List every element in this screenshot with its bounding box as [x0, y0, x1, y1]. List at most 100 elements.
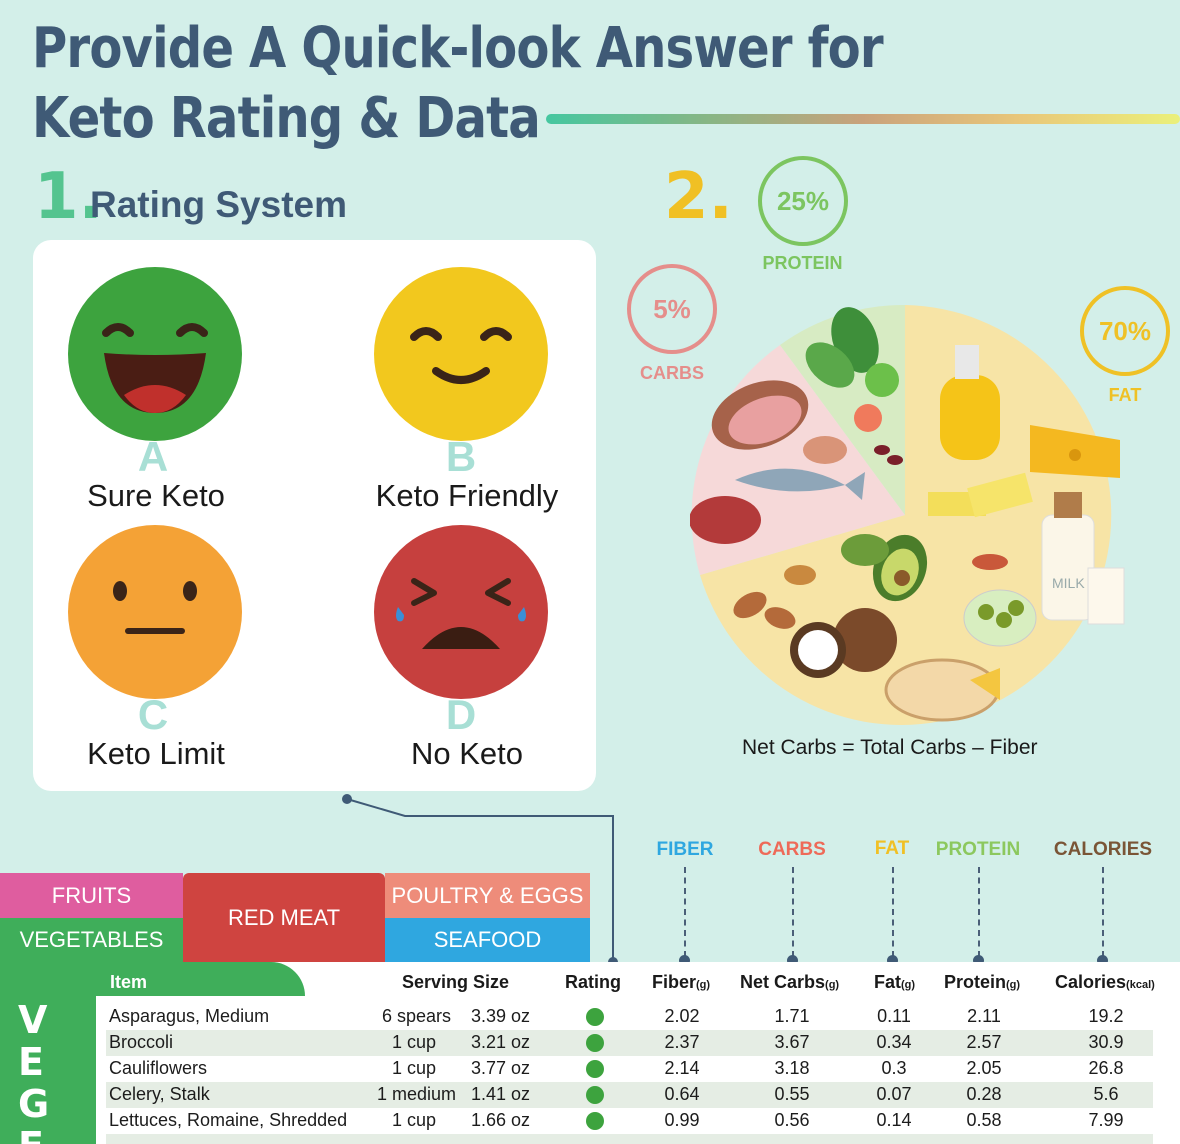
protein-label: PROTEIN [762, 253, 843, 273]
table-row: Lettuces, Romaine, Shredded 1 cup 1.66 o… [106, 1108, 1153, 1134]
calories-value: 30.9 [1088, 1032, 1124, 1052]
item-name: Lettuces, Romaine, Shredded [109, 1110, 348, 1130]
section-1-label: Rating System [90, 184, 348, 225]
header-serving-size: Serving Size [402, 972, 510, 992]
coconut-icon [833, 608, 897, 672]
calories-value: 19.2 [1088, 1006, 1124, 1026]
serving-qty: 1 cup [391, 1110, 436, 1130]
tab-vegetables[interactable]: VEGETABLES [0, 918, 183, 962]
rating-label-sure-keto: Sure Keto [87, 478, 225, 513]
item-name: Broccoli [109, 1032, 174, 1052]
tab-red-meat[interactable]: RED MEAT [183, 873, 385, 962]
item-name: Cauliflowers [109, 1058, 208, 1078]
macro-pie-illustration: MILK [690, 304, 1125, 725]
category-letter: E [18, 1124, 44, 1144]
title-gradient-divider [546, 114, 1180, 124]
legend-protein: PROTEIN [935, 839, 1021, 860]
no-keto-face-icon [374, 525, 548, 699]
fat-value: 0.07 [876, 1084, 912, 1104]
olive-oil-icon [940, 375, 1000, 460]
serving-oz: 3.21 oz [471, 1032, 531, 1052]
fiber-value: 0.99 [664, 1110, 700, 1130]
sure-keto-rating-icon [586, 1112, 604, 1130]
rating-letter-b: B [445, 433, 477, 480]
header-fiber: Fiber(g) [652, 972, 711, 992]
legend-fat: FAT [874, 838, 910, 859]
legend-carbs: CARBS [758, 839, 826, 860]
header-calories: Calories(kcal) [1055, 972, 1155, 992]
table-row-partial [106, 1134, 1153, 1144]
rating-letter-d: D [445, 691, 477, 738]
serving-qty: 1 cup [391, 1032, 436, 1052]
page-title: Provide A Quick-look Answer for Keto Rat… [32, 14, 884, 154]
tab-fruits[interactable]: FRUITS [0, 873, 183, 918]
table-row: Broccoli 1 cup 3.21 oz 2.37 3.67 0.34 2.… [106, 1030, 1153, 1056]
serving-qty: 1 cup [391, 1058, 436, 1078]
fiber-value: 2.02 [664, 1006, 700, 1026]
serving-qty: 1 medium [376, 1084, 456, 1104]
table-header-band [0, 962, 305, 996]
protein-percent-ring: 25% [758, 156, 848, 246]
net-carbs-formula: Net Carbs = Total Carbs – Fiber [742, 736, 1038, 759]
fiber-value: 0.64 [664, 1084, 700, 1104]
fiber-value: 2.37 [664, 1032, 700, 1052]
item-name: Celery, Stalk [109, 1084, 210, 1104]
net-carbs-value: 3.67 [774, 1032, 810, 1052]
fat-value: 0.3 [881, 1058, 907, 1078]
fat-dash [892, 867, 894, 957]
fat-label: FAT [1108, 385, 1142, 405]
fiber-dash [684, 867, 686, 957]
fiber-value: 2.14 [664, 1058, 700, 1078]
protein-value: 2.05 [966, 1058, 1002, 1078]
tab-seafood[interactable]: SEAFOOD [385, 918, 590, 962]
milk-bottle-label: MILK [1052, 575, 1085, 591]
apple-icon [865, 363, 899, 397]
header-rating: Rating [565, 972, 621, 992]
net-carbs-value: 0.56 [774, 1110, 810, 1130]
fat-value: 0.34 [876, 1032, 912, 1052]
fish-icon [735, 468, 845, 492]
fat-value: 0.14 [876, 1110, 912, 1130]
category-letter: E [18, 1040, 44, 1084]
sausage-icon [972, 554, 1008, 570]
header-protein: Protein(g) [944, 972, 1021, 992]
protein-value: 2.57 [966, 1032, 1002, 1052]
steak-icon [690, 496, 761, 544]
serving-oz: 1.66 oz [471, 1110, 531, 1130]
beans-icon [874, 445, 890, 455]
table-row: Asparagus, Medium 6 spears 3.39 oz 2.02 … [106, 1004, 1153, 1030]
title-line-2: Keto Rating & Data [32, 86, 541, 151]
sure-keto-rating-icon [586, 1060, 604, 1078]
category-letter: V [18, 998, 48, 1042]
nuts-icon [784, 565, 816, 585]
header-fat: Fat(g) [874, 972, 916, 992]
tab-poultry-eggs[interactable]: POULTRY & EGGS [385, 873, 590, 918]
section-2-number: 2. [664, 160, 733, 234]
rating-letter-c: C [137, 691, 169, 738]
chicken-leg-icon [803, 436, 847, 464]
rating-system-card: A Sure Keto B Keto Friendly C Keto Limit… [33, 240, 596, 791]
serving-oz: 3.77 oz [471, 1058, 531, 1078]
keto-limit-face-icon [68, 525, 242, 699]
title-line-1: Provide A Quick-look Answer for [32, 16, 884, 81]
milk-bottle-icon [1041, 514, 1095, 621]
fat-percent-ring: 70% [1080, 286, 1170, 376]
calories-dash [1102, 867, 1104, 957]
legend-fiber: FIBER [656, 839, 714, 860]
protein-value: 0.28 [966, 1084, 1002, 1104]
cheese-wheel-icon [884, 658, 1000, 722]
milk-glass-icon [1087, 567, 1125, 625]
net-carbs-value: 0.55 [774, 1084, 810, 1104]
sure-keto-rating-icon [586, 1086, 604, 1104]
fat-value: 0.11 [877, 1006, 911, 1026]
serving-oz: 3.39 oz [471, 1006, 531, 1026]
net-carbs-value: 1.71 [774, 1006, 810, 1026]
calories-value: 7.99 [1088, 1110, 1124, 1130]
keto-friendly-face-icon [374, 267, 548, 441]
rating-label-keto-limit: Keto Limit [87, 736, 225, 771]
table-row: Cauliflowers 1 cup 3.77 oz 2.14 3.18 0.3… [106, 1056, 1153, 1082]
rating-label-no-keto: No Keto [410, 736, 523, 771]
carbs-label: CARBS [639, 363, 704, 383]
section-1-number: 1. [34, 160, 103, 234]
category-letter: G [18, 1082, 50, 1126]
